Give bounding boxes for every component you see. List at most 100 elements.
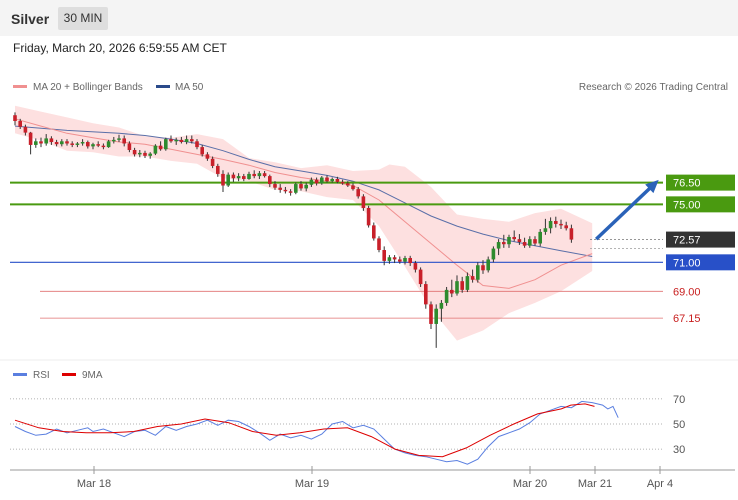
candle [127, 141, 132, 153]
rsi-ma-legend-swatch [62, 373, 76, 376]
candle [132, 147, 137, 157]
projection-line [594, 181, 658, 241]
candle [112, 136, 116, 144]
candle [262, 171, 267, 178]
x-tick-label: Apr 4 [647, 478, 673, 490]
candle [252, 170, 256, 179]
candle [470, 269, 475, 283]
x-tick-label: Mar 20 [513, 478, 547, 490]
candle [138, 150, 142, 158]
bollinger-band-area [15, 105, 593, 341]
candle [153, 144, 158, 156]
candle [392, 255, 397, 264]
candle [356, 186, 360, 199]
candle [507, 234, 511, 248]
resistance-tag [666, 196, 735, 213]
candle [278, 184, 282, 193]
candle [28, 131, 33, 155]
candle [408, 255, 412, 266]
target-label: 67.15 [673, 313, 701, 325]
candle [372, 222, 376, 241]
candle [465, 272, 470, 293]
candle [496, 239, 501, 256]
candle [413, 260, 418, 273]
candle [106, 139, 111, 148]
last-price-tag [666, 231, 735, 248]
candle [304, 182, 308, 192]
candle [564, 221, 568, 231]
candle [403, 255, 407, 265]
candle [543, 218, 548, 235]
candle [257, 171, 262, 179]
candle [366, 205, 371, 228]
candle [174, 137, 178, 145]
candles [13, 112, 574, 348]
candle [429, 301, 433, 330]
rsi-panel: 70 50 30 [10, 394, 685, 465]
candle [86, 140, 90, 149]
resistance-tag-label: 76.50 [673, 178, 701, 190]
candle [49, 136, 54, 145]
candle [91, 142, 95, 150]
candle [294, 182, 298, 195]
candle [65, 139, 69, 146]
candle [309, 177, 314, 187]
candle [231, 172, 236, 182]
x-tick-label: Mar 21 [578, 478, 612, 490]
candle [569, 224, 574, 243]
candle [148, 152, 152, 159]
candle [96, 141, 100, 148]
candle [273, 181, 277, 190]
rsi-tick-label: 70 [673, 394, 685, 406]
candle [242, 173, 246, 182]
candle [346, 181, 350, 187]
candle [528, 236, 532, 248]
candle [205, 152, 210, 161]
candle [377, 236, 381, 253]
rsi-legend-swatch [13, 373, 27, 376]
candle [320, 176, 324, 185]
x-axis: Mar 18 Mar 19 Mar 20 Mar 21 Apr 4 [77, 466, 673, 490]
candle [179, 136, 184, 144]
candle [70, 141, 74, 148]
timeframe-button[interactable]: 30 MIN [58, 7, 108, 30]
last-price-tag-label: 72.57 [673, 235, 701, 247]
candle [439, 300, 444, 322]
candle [216, 163, 220, 177]
rsi-ma-line [14, 403, 595, 458]
candle [398, 256, 402, 264]
candle [39, 137, 43, 148]
candle [351, 183, 355, 191]
candle [75, 142, 80, 148]
candle [60, 139, 64, 147]
candle [210, 156, 215, 169]
candle [538, 229, 542, 247]
candle [382, 246, 386, 266]
projection-arrowhead [645, 179, 659, 194]
candle [23, 124, 28, 136]
candle [450, 279, 454, 298]
candle [522, 237, 527, 248]
candle [117, 134, 121, 143]
candle [299, 181, 303, 191]
candle [325, 175, 329, 183]
rsi-legend: RSI 9MA [13, 370, 103, 381]
candle [418, 267, 423, 287]
support-tag [666, 254, 735, 271]
candle [236, 173, 241, 182]
rsi-tick-label: 50 [673, 419, 685, 431]
projection-arrow [594, 179, 659, 241]
candle [268, 174, 272, 187]
candle [340, 179, 345, 185]
candle [143, 150, 147, 158]
candle [491, 246, 496, 263]
ma20-line [14, 118, 593, 289]
x-tick-label: Mar 19 [295, 478, 329, 490]
ma20-legend-label: MA 20 + Bollinger Bands [33, 82, 143, 93]
price-levels [10, 181, 663, 319]
candle [533, 236, 537, 246]
chart-datetime: Friday, March 20, 2026 6:59:55 AM CET [13, 41, 227, 55]
candle [190, 135, 194, 144]
candle [314, 177, 319, 186]
